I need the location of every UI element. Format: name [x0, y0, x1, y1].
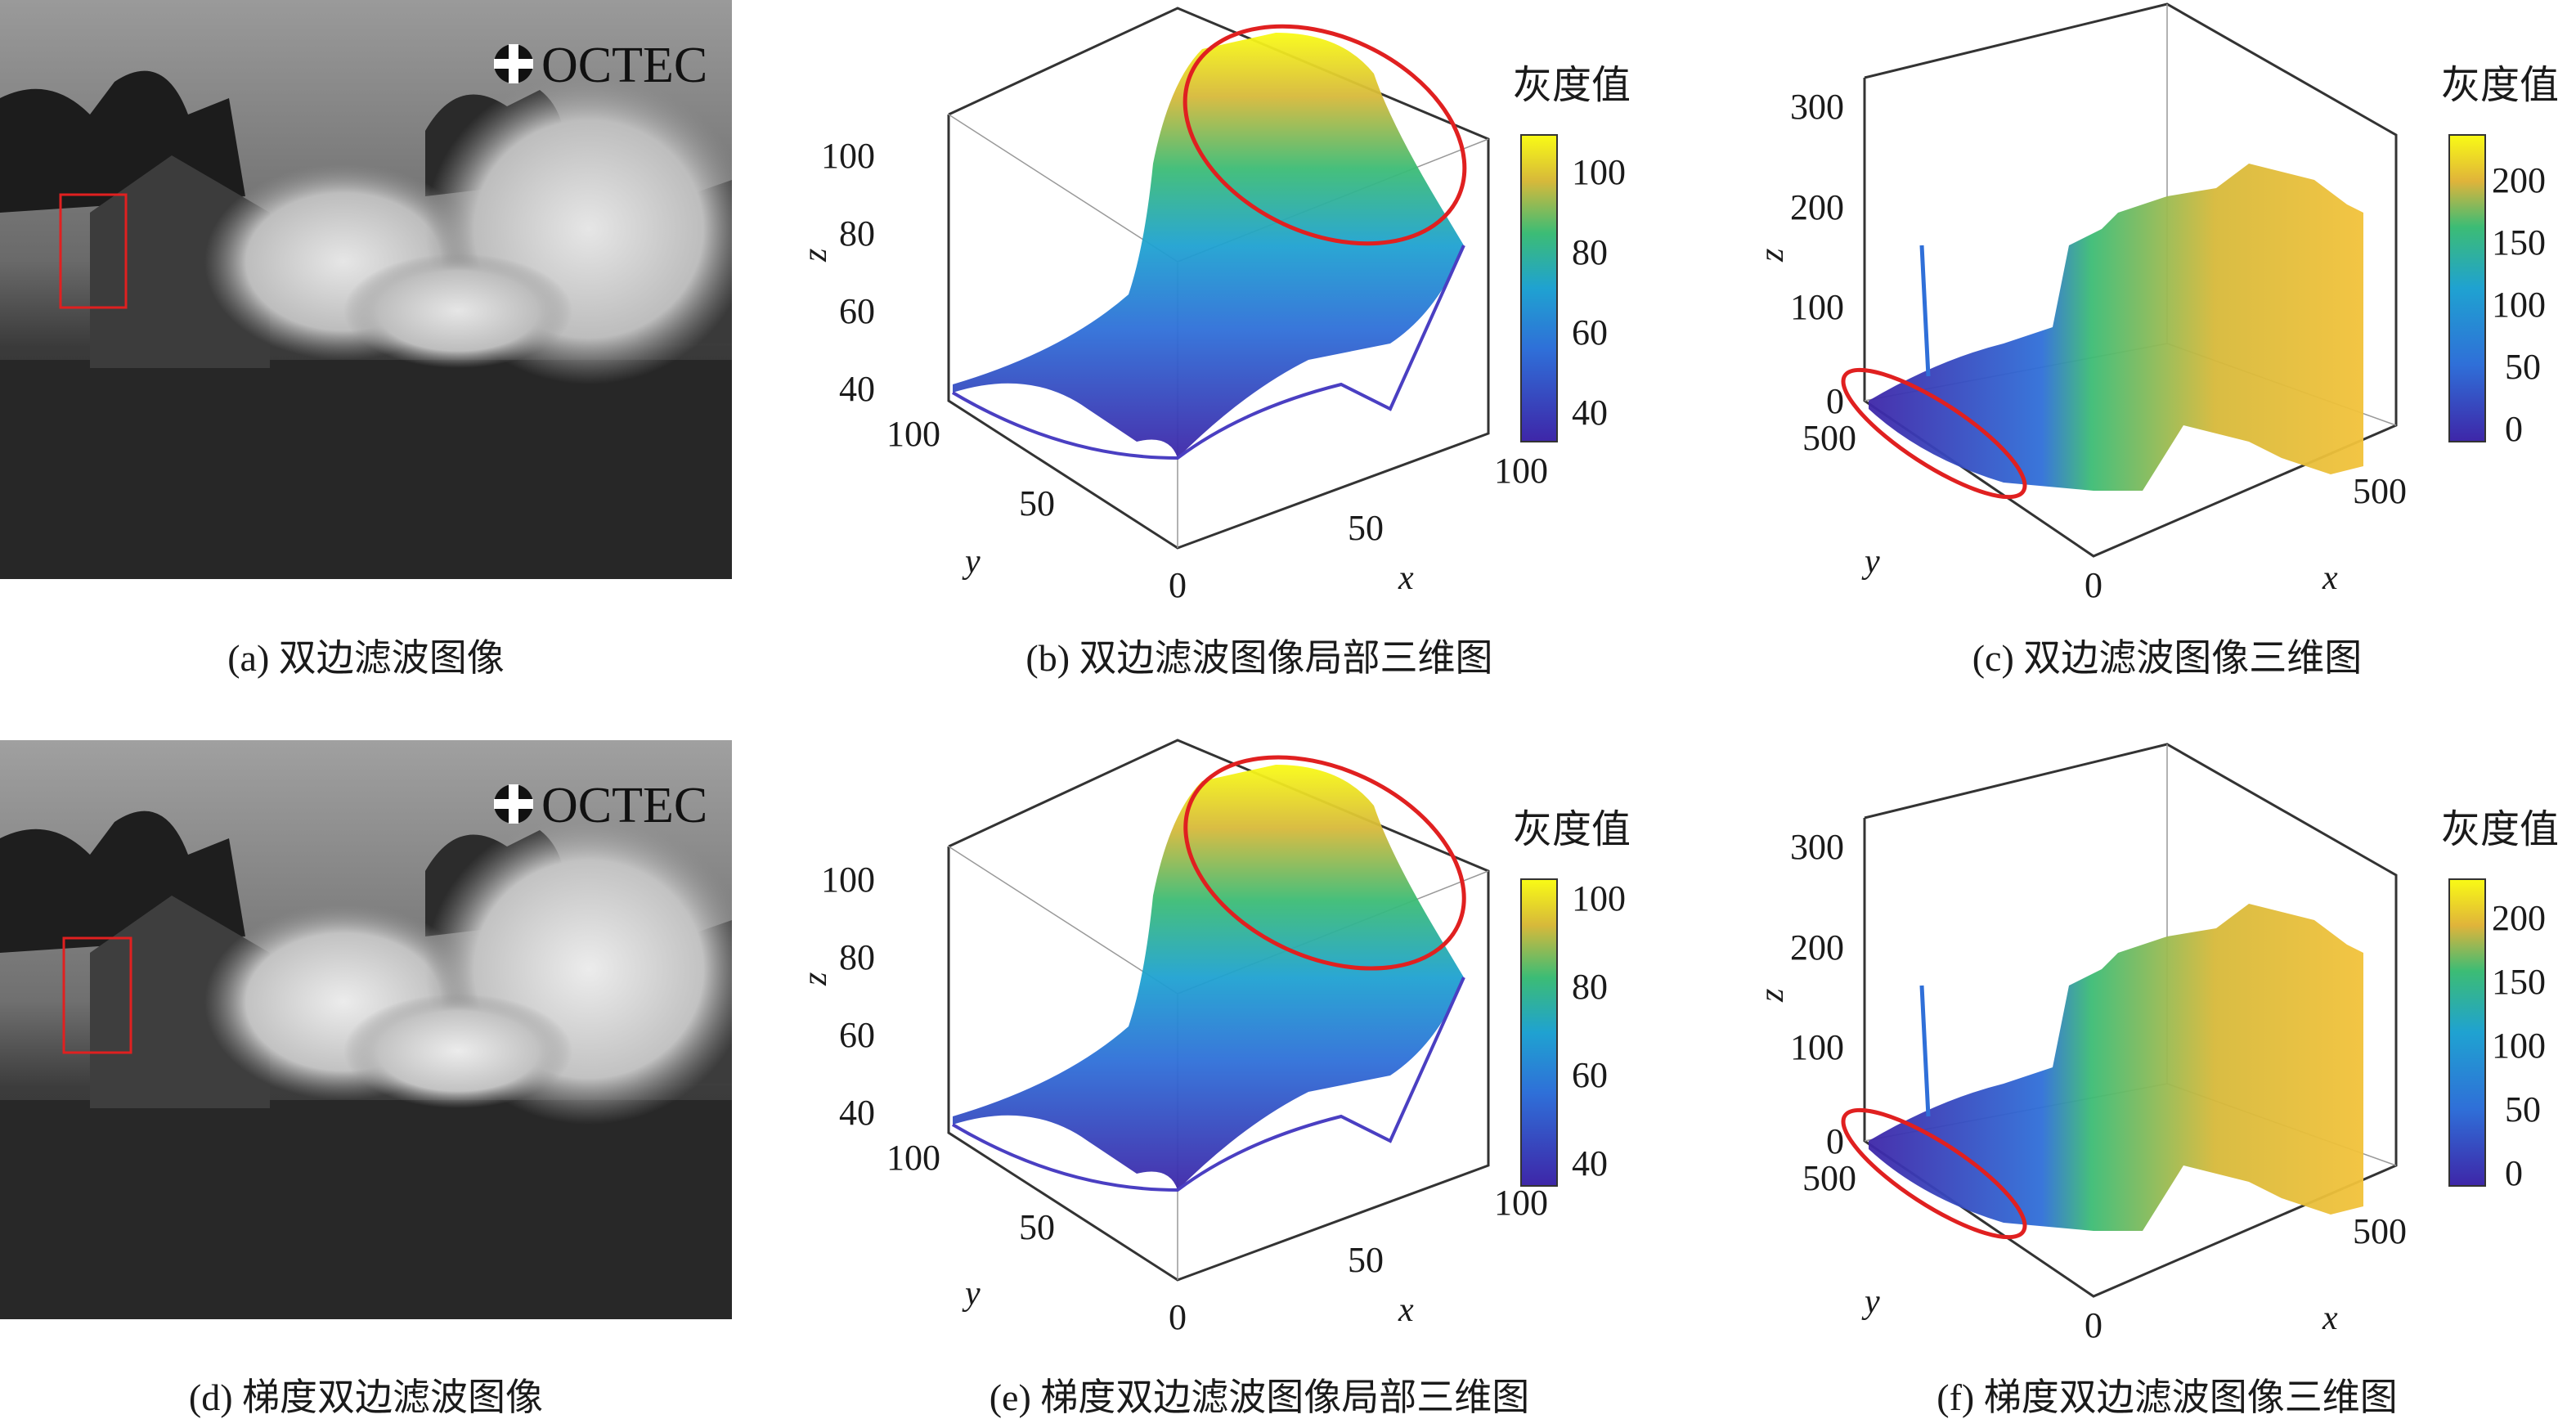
colorbar-f: 灰度值 200 150 100 50 0	[2441, 806, 2576, 1198]
z-tick: 40	[839, 1093, 875, 1133]
z-tick: 60	[839, 1015, 875, 1055]
caption-a: (a) 双边滤波图像	[227, 637, 505, 679]
svg-text:OCTEC: OCTEC	[541, 778, 707, 833]
z-axis-label: z	[1753, 249, 1791, 263]
cbar-tick: 200	[2492, 898, 2546, 938]
surface-plot-f: 300 200 100 0 z 500 y 0 500 x	[1753, 740, 2429, 1349]
z-tick: 80	[839, 213, 875, 254]
z-tick: 100	[1790, 287, 1844, 327]
y-tick: 500	[1802, 1158, 1856, 1198]
surface-plot-e: 100 80 60 40 z 100 50 y 0 50 100 x	[797, 739, 1676, 1349]
cbar-tick: 100	[2492, 285, 2546, 325]
cbar-tick: 40	[1572, 1143, 1608, 1183]
y-tick: 50	[1019, 1207, 1055, 1247]
z-tick: 300	[1790, 87, 1844, 127]
cbar-tick: 150	[2492, 222, 2546, 263]
z-tick: 100	[1790, 1027, 1844, 1067]
z-axis-label: z	[797, 972, 834, 986]
octec-logo: OCTEC	[494, 38, 707, 93]
y-tick: 100	[886, 414, 940, 454]
x-axis-label: x	[1398, 559, 1414, 597]
colorbar-title: 灰度值	[1513, 806, 1631, 852]
caption-d: (d) 梯度双边滤波图像	[188, 1376, 544, 1418]
octec-logo: OCTEC	[494, 778, 707, 833]
cbar-tick: 50	[2505, 1089, 2541, 1129]
z-tick: 80	[839, 937, 875, 977]
x-tick: 500	[2353, 471, 2407, 511]
y-axis-label: y	[962, 1275, 981, 1313]
cbar-tick: 60	[1572, 312, 1608, 353]
x-tick: 100	[1494, 451, 1548, 491]
caption-e: (e) 梯度双边滤波图像局部三维图	[989, 1376, 1530, 1418]
cbar-tick: 150	[2492, 962, 2546, 1002]
z-tick: 0	[1826, 1121, 1844, 1161]
cbar-tick: 0	[2505, 1153, 2523, 1193]
x-tick: 50	[1348, 508, 1384, 548]
svg-text:OCTEC: OCTEC	[541, 38, 707, 93]
surface-plot-c: 300 200 100 0 z 500 y 0 500 x	[1753, 0, 2429, 609]
z-tick: 40	[839, 369, 875, 409]
colorbar-e: 灰度值 100 80 60 40	[1513, 806, 1660, 1198]
x-axis-label: x	[2322, 559, 2338, 597]
z-tick: 200	[1790, 927, 1844, 968]
bilateral-filter-image: OCTEC	[0, 0, 732, 579]
x-axis-label: x	[1398, 1291, 1414, 1329]
z-tick: 200	[1790, 187, 1844, 227]
colorbar-title: 灰度值	[2441, 806, 2559, 852]
x-tick: 0	[2085, 1305, 2103, 1345]
colorbar-b: 灰度值 100 80 60 40	[1513, 61, 1660, 454]
z-tick: 0	[1826, 381, 1844, 421]
gradient-bilateral-filter-image: OCTEC	[0, 740, 732, 1319]
y-axis-label: y	[962, 543, 981, 581]
caption-c: (c) 双边滤波图像三维图	[1972, 637, 2363, 679]
cbar-tick: 0	[2505, 409, 2523, 449]
colorbar-title: 灰度值	[1513, 62, 1631, 108]
cbar-tick: 50	[2505, 347, 2541, 387]
z-tick: 100	[821, 860, 875, 900]
surface-plot-b: 100 80 60 40 z 100 50 y 0 50 100 x	[797, 0, 1676, 609]
cbar-tick: 100	[2492, 1026, 2546, 1066]
z-axis-label: z	[1753, 989, 1791, 1003]
colorbar-title: 灰度值	[2441, 62, 2559, 108]
z-axis-label: z	[797, 249, 834, 263]
x-tick: 0	[1169, 565, 1187, 605]
x-tick: 100	[1494, 1183, 1548, 1223]
cbar-tick: 80	[1572, 232, 1608, 272]
x-tick: 0	[2085, 565, 2103, 605]
y-tick: 100	[886, 1138, 940, 1178]
cbar-tick: 200	[2492, 160, 2546, 200]
y-tick: 500	[1802, 418, 1856, 458]
y-tick: 50	[1019, 483, 1055, 523]
z-tick: 60	[839, 291, 875, 331]
caption-b: (b) 双边滤波图像局部三维图	[1025, 637, 1493, 679]
caption-f: (f) 梯度双边滤波图像三维图	[1936, 1376, 2398, 1418]
x-tick: 500	[2353, 1211, 2407, 1251]
cbar-tick: 40	[1572, 393, 1608, 433]
x-tick: 50	[1348, 1240, 1384, 1280]
x-axis-label: x	[2322, 1300, 2338, 1337]
z-tick: 100	[821, 136, 875, 176]
cbar-tick: 60	[1572, 1055, 1608, 1095]
y-axis-label: y	[1861, 543, 1880, 581]
z-tick: 300	[1790, 827, 1844, 867]
cbar-tick: 80	[1572, 967, 1608, 1007]
colorbar-c: 灰度值 200 150 100 50 0	[2441, 61, 2576, 454]
x-tick: 0	[1169, 1297, 1187, 1337]
cbar-tick: 100	[1572, 152, 1626, 192]
cbar-tick: 100	[1572, 878, 1626, 918]
y-axis-label: y	[1861, 1283, 1880, 1321]
